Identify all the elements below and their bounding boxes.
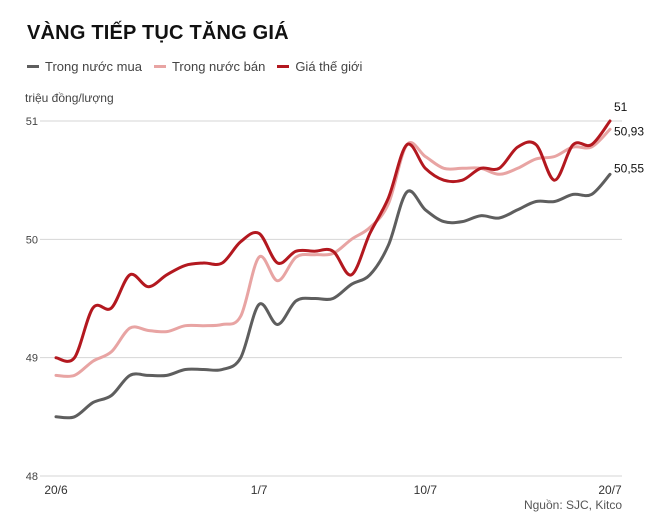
end-label-gia-the-gioi: 51: [614, 100, 628, 114]
legend-item-gia-the-gioi: Giá thế giới: [277, 59, 362, 74]
end-label-trong-nuoc-ban: 50,93: [614, 124, 644, 138]
legend-label-trong-nuoc-mua: Trong nước mua: [45, 59, 142, 74]
series-line-trong-nuoc-ban: [54, 127, 612, 378]
legend: Trong nước mua Trong nước bán Giá thế gi…: [27, 59, 374, 74]
legend-item-trong-nuoc-mua: Trong nước mua: [27, 59, 142, 74]
legend-swatch-trong-nuoc-mua: [27, 65, 39, 68]
end-label-trong-nuoc-mua: 50,55: [614, 161, 644, 175]
x-tick-label: 1/7: [251, 483, 268, 497]
x-tick-label: 10/7: [414, 483, 438, 497]
y-tick-label: 48: [26, 471, 38, 483]
legend-swatch-trong-nuoc-ban: [153, 65, 166, 68]
y-tick-label: 50: [26, 234, 38, 246]
legend-label-gia-the-gioi: Giá thế giới: [295, 59, 363, 74]
y-tick-label: 51: [26, 116, 38, 128]
chart-title: VÀNG TIẾP TỤC TĂNG GIÁ: [27, 22, 289, 44]
source-note: Nguồn: SJC, Kitco: [523, 498, 622, 512]
y-axis-unit-label: triệu đồng/lượng: [25, 91, 114, 105]
series-line-trong-nuoc-mua: [54, 172, 612, 420]
series-line-gia-the-gioi: [54, 119, 612, 363]
x-tick-label: 20/7: [598, 483, 622, 497]
x-tick-label: 20/6: [44, 483, 68, 497]
legend-item-trong-nuoc-ban: Trong nước bán: [153, 59, 266, 74]
legend-label-trong-nuoc-ban: Trong nước bán: [171, 59, 266, 74]
legend-swatch-gia-the-gioi: [277, 65, 290, 68]
y-tick-label: 49: [26, 353, 38, 365]
